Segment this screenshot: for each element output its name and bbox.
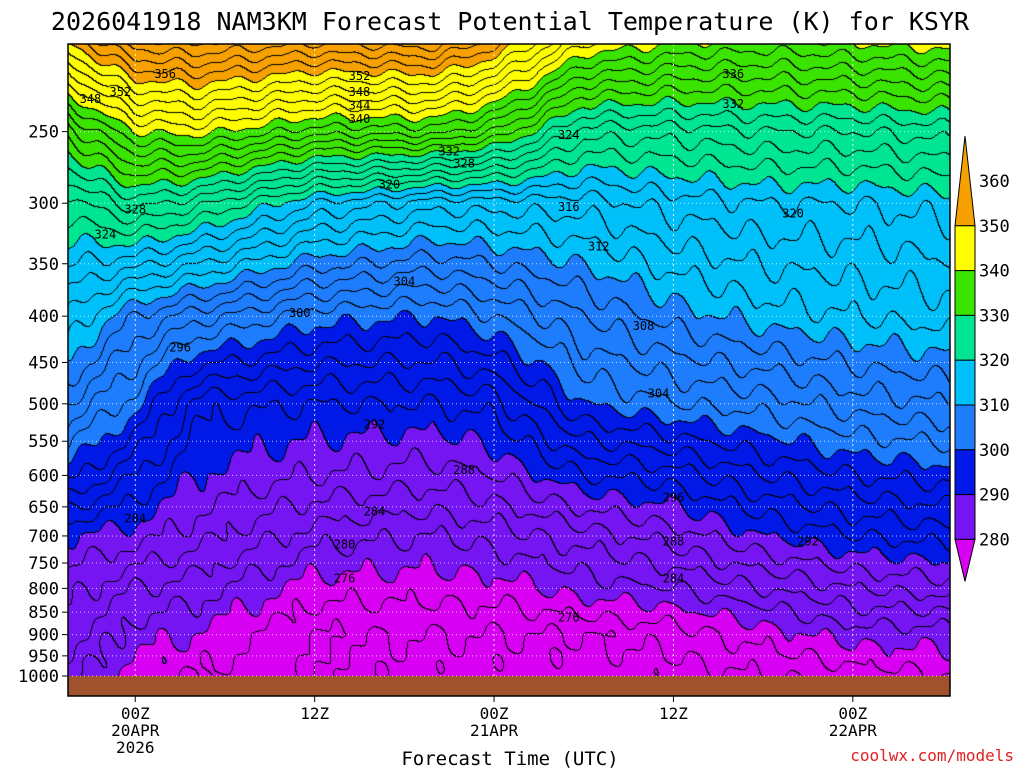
theta-field [68,44,950,676]
x-tick-label: 21APR [470,721,519,740]
y-tick-label: 850 [28,603,59,623]
contour-label: 276 [558,611,580,625]
ground-strip [68,676,950,696]
colorbar-tick-label: 360 [979,172,1010,192]
colorbar-segment [954,225,976,272]
contour-label: 324 [558,128,580,142]
colorbar-tick-label: 280 [979,530,1010,550]
contour-label: 292 [797,535,819,549]
colorbar-tick-label: 340 [979,262,1010,282]
chart-title: 2026041918 NAM3KM Forecast Potential Tem… [51,7,970,36]
colorbar-tick-label: 330 [979,306,1010,326]
x-tick-label: 22APR [829,721,878,740]
contour-label: 288 [663,535,685,549]
y-tick-label: 500 [28,395,59,415]
contour-label: 292 [364,417,386,431]
contour-label: 288 [453,463,475,477]
colorbar-tick-label: 310 [979,396,1010,416]
contour-label: 332 [722,97,744,111]
y-tick-label: 250 [28,123,59,143]
contour-label: 336 [722,67,744,81]
x-tick-label: 00Z [838,704,867,723]
contour-label: 296 [169,340,191,354]
contour-label: 320 [782,207,804,221]
contour-label: 284 [364,505,386,519]
y-tick-label: 550 [28,432,59,452]
y-tick-label: 1000 [18,667,59,687]
y-tick-label: 450 [28,353,59,373]
contour-label: 332 [438,145,460,159]
x-tick-label: 00Z [480,704,509,723]
colorbar: 360 350 340 330 320 310 300 290 280 [954,135,1010,582]
y-tick-label: 950 [28,647,59,667]
colorbar-tick-label: 300 [979,441,1010,461]
contour-label: 328 [453,156,475,170]
colorbar-tick-label: 350 [979,217,1010,237]
contour-label: 296 [663,491,685,505]
contour-label: 348 [349,85,371,99]
contour-label: 280 [334,537,356,551]
axes: 250 300 350 400 450 500 550 600 650 700 750 800 850 9… [18,43,951,757]
contour-label: 328 [124,203,146,217]
colorbar-segment [954,449,976,496]
x-tick-label: 12Z [300,704,329,723]
contour-label: 276 [334,571,356,585]
plot-frame [67,43,951,697]
contour-label: 344 [349,99,371,113]
y-tick-label: 700 [28,527,59,547]
x-tick-label: 00Z [121,704,150,723]
y-tick-label: 900 [28,626,59,646]
colorbar-segment [954,135,976,227]
contour-label: 324 [95,228,117,242]
contour-label: 352 [349,69,371,83]
contour-label: 284 [663,571,685,585]
y-tick-label: 400 [28,307,59,327]
contour-label: 308 [633,319,655,333]
x-tick-label: 2026 [116,738,155,757]
contour-label: 320 [379,177,401,191]
x-axis-label: Forecast Time (UTC) [401,748,618,768]
contour-label: 304 [394,274,416,288]
credit-text: coolwx.com/models [850,746,1014,765]
colorbar-segment [954,270,976,316]
colorbar-segment [954,359,976,406]
colorbar-segment [954,538,976,582]
y-tick-label: 300 [28,194,59,214]
colorbar-tick-label: 320 [979,351,1010,371]
contour-label: 340 [349,112,371,126]
y-tick-label: 600 [28,466,59,486]
x-tick-label: 20APR [111,721,160,740]
contour-label: 352 [109,85,131,99]
y-tick-label: 750 [28,554,59,574]
y-tick-label: 650 [28,498,59,518]
contour-label: 300 [289,306,311,320]
y-tick-label: 800 [28,579,59,599]
colorbar-segment [954,494,976,540]
contour-label: 348 [80,92,102,106]
colorbar-segment [954,404,976,451]
contour-label: 356 [154,67,176,81]
x-tick-label: 12Z [659,704,688,723]
colorbar-tick-label: 290 [979,486,1010,506]
y-tick-label: 350 [28,255,59,275]
contour-label: 304 [648,386,670,400]
colorbar-segment [954,314,976,361]
contour-label: 312 [588,240,610,254]
contour-label: 284 [124,512,146,526]
contour-label: 316 [558,200,580,214]
